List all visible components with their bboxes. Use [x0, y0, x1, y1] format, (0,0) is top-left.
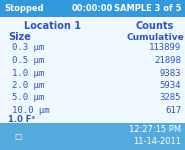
- Text: 9383: 9383: [159, 69, 181, 78]
- Text: 00:00:00: 00:00:00: [71, 4, 113, 13]
- Text: SAMPLE 3 of 5: SAMPLE 3 of 5: [114, 4, 181, 13]
- Text: 1.0 F³: 1.0 F³: [8, 114, 35, 123]
- Bar: [0, 123, 185, 150]
- Text: 1.0 μm: 1.0 μm: [12, 69, 44, 78]
- Text: Counts: Counts: [136, 21, 174, 31]
- Text: Cumulative: Cumulative: [126, 33, 184, 42]
- Text: 113899: 113899: [149, 44, 181, 52]
- Text: 10.0 μm: 10.0 μm: [12, 106, 50, 115]
- Text: 12:27:15 PM: 12:27:15 PM: [129, 126, 181, 135]
- Text: 3285: 3285: [159, 93, 181, 102]
- Text: 0.5 μm: 0.5 μm: [12, 56, 44, 65]
- Text: Size: Size: [8, 32, 31, 42]
- Text: Stopped: Stopped: [4, 4, 44, 13]
- Text: □: □: [14, 132, 22, 141]
- Text: Location 1: Location 1: [23, 21, 80, 31]
- Bar: [0, 0, 185, 17]
- Text: 2.0 μm: 2.0 μm: [12, 81, 44, 90]
- Text: 11-14-2011: 11-14-2011: [133, 138, 181, 147]
- Text: 0.3 μm: 0.3 μm: [12, 44, 44, 52]
- Text: 617: 617: [165, 106, 181, 115]
- Text: 5934: 5934: [159, 81, 181, 90]
- Text: 5.0 μm: 5.0 μm: [12, 93, 44, 102]
- Text: 21898: 21898: [154, 56, 181, 65]
- Bar: [0, 17, 185, 123]
